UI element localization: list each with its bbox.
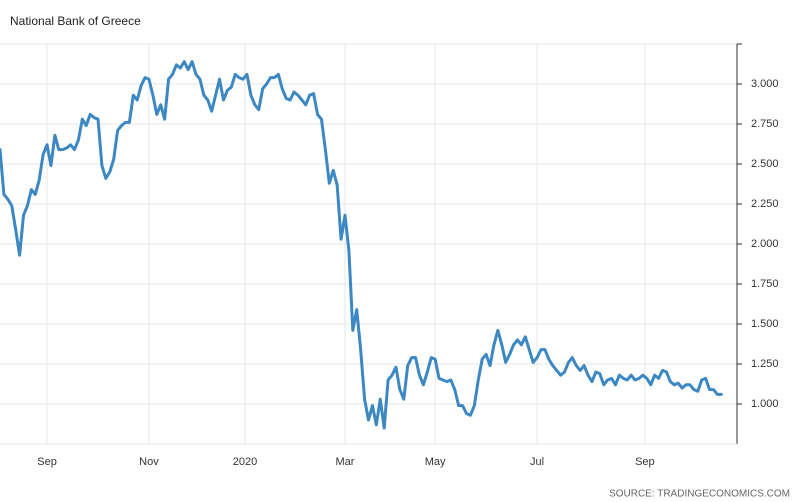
x-tick-label: Nov [139,456,159,468]
y-tick-label: 1.750 [751,278,779,290]
x-tick-label: Sep [37,456,57,468]
price-line [0,60,723,430]
x-tick-label: 2020 [233,456,257,468]
y-tick-label: 1.250 [751,358,779,370]
x-tick-label: May [425,456,446,468]
y-tick-label: 2.000 [751,238,779,250]
y-tick-label: 2.250 [751,198,779,210]
x-tick-label: Jul [530,456,544,468]
y-tick-label: 2.500 [751,158,779,170]
source-note: SOURCE: TRADINGECONOMICS.COM [609,489,790,500]
x-tick-label: Sep [635,456,655,468]
y-tick-label: 2.750 [751,118,779,130]
y-tick-label: 1.000 [751,398,779,410]
x-tick-label: Mar [336,456,355,468]
y-tick-label: 1.500 [751,318,779,330]
y-tick-label: 3.000 [751,78,779,90]
chart-title: National Bank of Greece [10,14,141,28]
